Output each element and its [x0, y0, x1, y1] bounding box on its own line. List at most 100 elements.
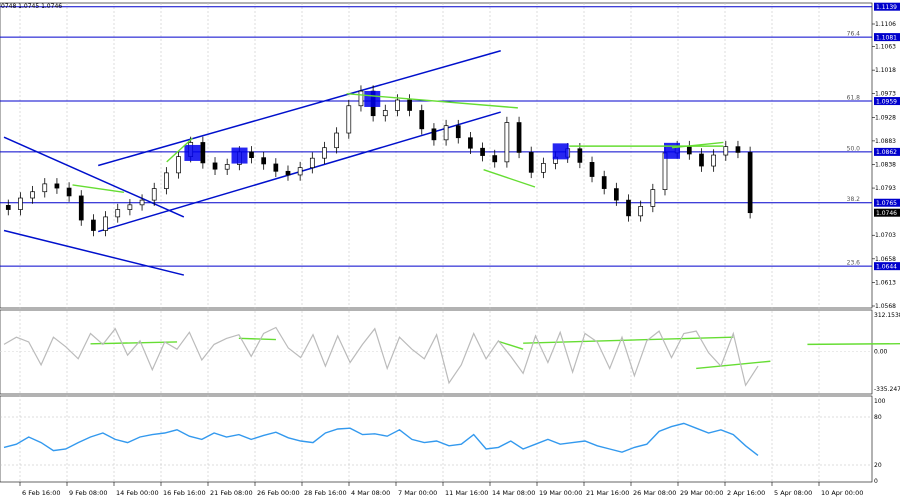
- rsi-axis-label: 100: [874, 398, 886, 405]
- candle-body: [176, 156, 181, 174]
- price-tick-label: 1.0793: [875, 185, 896, 192]
- candle-body: [212, 162, 218, 170]
- time-tick-label: 29 Mar 00:00: [680, 489, 723, 497]
- candle-body: [626, 199, 631, 217]
- candle-body: [504, 122, 510, 163]
- price-tick-label: 1.0568: [875, 303, 896, 310]
- time-tick-label: 16 Feb 16:00: [163, 489, 206, 497]
- candle-body: [516, 122, 522, 153]
- price-axis: 1.1106 1.1063 1.1018 1.0973 1.0928 1.0883 1.08…: [872, 21, 900, 310]
- cci-axis-label: 0.00: [874, 349, 888, 356]
- candle-body: [382, 110, 388, 117]
- candle-body: [735, 146, 741, 153]
- candle-body: [115, 209, 121, 218]
- pattern-marker: [364, 90, 381, 107]
- time-tick-label: 4 Mar 08:00: [351, 489, 390, 497]
- candle-body: [78, 195, 84, 221]
- candle-body: [297, 167, 303, 176]
- divergence-line: [498, 340, 524, 350]
- price-tick-label: 1.0613: [875, 279, 896, 286]
- time-tick-label: 19 Mar 00:00: [539, 489, 582, 497]
- candle-body: [589, 162, 595, 177]
- channel-line: [98, 50, 501, 167]
- candle-body: [431, 128, 437, 141]
- quote-header: 0748 1.0745 1.0746: [1, 3, 62, 10]
- candle-body: [127, 204, 133, 210]
- cci-indicator: 312.1538 0.00 -335.2478: [0, 312, 900, 393]
- candle-body: [334, 132, 339, 149]
- level-price-tag: [874, 2, 900, 11]
- candle-body: [601, 176, 607, 189]
- current-price-tag: [874, 208, 900, 217]
- price-tick-label: 1.0973: [875, 91, 896, 98]
- candle-body: [30, 191, 35, 199]
- candle-body: [480, 147, 485, 156]
- price-tick-label: 1.0703: [875, 232, 896, 239]
- time-tick-label: 14 Mar 08:00: [492, 489, 535, 497]
- rsi-axis-label: 0: [874, 478, 878, 485]
- level-price-tag: [874, 262, 900, 271]
- candle-body: [577, 148, 583, 163]
- level-price-label: 1.1139: [876, 4, 897, 11]
- divergence-line: [483, 169, 536, 188]
- rsi-line: [3, 422, 759, 456]
- divergence-line: [166, 137, 193, 163]
- candle-body: [5, 205, 11, 210]
- candle-body: [285, 170, 291, 176]
- candle-body: [723, 146, 729, 156]
- rsi-axis-label: 20: [874, 462, 882, 469]
- candle-body: [322, 147, 327, 159]
- candle-body: [273, 163, 279, 172]
- price-tick-label: 1.0883: [875, 138, 896, 145]
- fib-label: 61.8: [847, 95, 861, 102]
- rsi-indicator: 100 80 20 0: [0, 398, 886, 485]
- pattern-marker: [552, 143, 569, 160]
- channel-line: [3, 229, 185, 276]
- cci-line: [3, 326, 759, 387]
- time-tick-label: 10 Apr 00:00: [821, 489, 863, 497]
- divergence-line: [671, 141, 724, 149]
- rsi-axis-label: 80: [874, 414, 882, 421]
- candle-body: [66, 187, 72, 197]
- candle-body: [139, 199, 145, 206]
- current-price-label: 1.0746: [876, 210, 897, 217]
- candle-body: [650, 189, 656, 207]
- candle-body: [455, 125, 461, 139]
- divergence-line: [807, 342, 900, 346]
- candle-body: [468, 137, 473, 149]
- candle-body: [638, 206, 644, 217]
- level-price-tag: [874, 97, 900, 106]
- candle-body: [358, 90, 364, 107]
- time-tick-label: 11 Mar 16:00: [445, 489, 488, 497]
- level-price-tag: [874, 33, 900, 42]
- time-tick-label: 26 Feb 00:00: [257, 489, 300, 497]
- divergence-line: [696, 360, 771, 370]
- time-tick-label: 7 Mar 00:00: [398, 489, 437, 497]
- time-tick-label: 2 Apr 16:00: [727, 489, 765, 497]
- fib-label: 23.6: [847, 260, 861, 267]
- candle-body: [91, 219, 96, 231]
- pattern-markers: [184, 90, 681, 164]
- time-tick-label: 21 Mar 16:00: [586, 489, 629, 497]
- time-tick-label: 14 Feb 00:00: [116, 489, 159, 497]
- level-price-tag: [874, 198, 900, 207]
- cci-axis-label: -335.2478: [874, 386, 900, 393]
- level-price-label: 1.0765: [876, 200, 897, 207]
- candle-body: [443, 125, 449, 141]
- time-tick-label: 9 Feb 08:00: [69, 489, 108, 497]
- candle-body: [54, 183, 60, 189]
- time-tick-label: 26 Mar 08:00: [633, 489, 676, 497]
- candle-body: [151, 188, 157, 201]
- price-pane-frame: [0, 2, 873, 309]
- level-price-label: 1.0644: [876, 263, 897, 270]
- level-price-label: 1.1081: [876, 34, 897, 41]
- divergence-line: [238, 337, 276, 341]
- time-tick-label: 5 Apr 08:00: [774, 489, 812, 497]
- pattern-marker: [664, 142, 681, 159]
- divergence-line: [72, 184, 124, 193]
- price-tick-label: 1.0838: [875, 161, 896, 168]
- candle-body: [261, 157, 267, 165]
- candle-body: [249, 151, 254, 159]
